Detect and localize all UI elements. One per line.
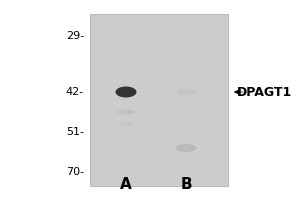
Text: A: A	[120, 177, 132, 192]
Text: B: B	[180, 177, 192, 192]
Ellipse shape	[116, 110, 136, 114]
Ellipse shape	[176, 89, 196, 95]
Text: 42-: 42-	[66, 87, 84, 97]
Text: DPAGT1: DPAGT1	[237, 86, 292, 98]
Ellipse shape	[116, 86, 136, 98]
Text: 29-: 29-	[66, 31, 84, 41]
Bar	[90, 14, 228, 186]
Ellipse shape	[176, 144, 197, 152]
Text: 70-: 70-	[66, 167, 84, 177]
Text: 51-: 51-	[66, 127, 84, 137]
Ellipse shape	[119, 122, 133, 126]
